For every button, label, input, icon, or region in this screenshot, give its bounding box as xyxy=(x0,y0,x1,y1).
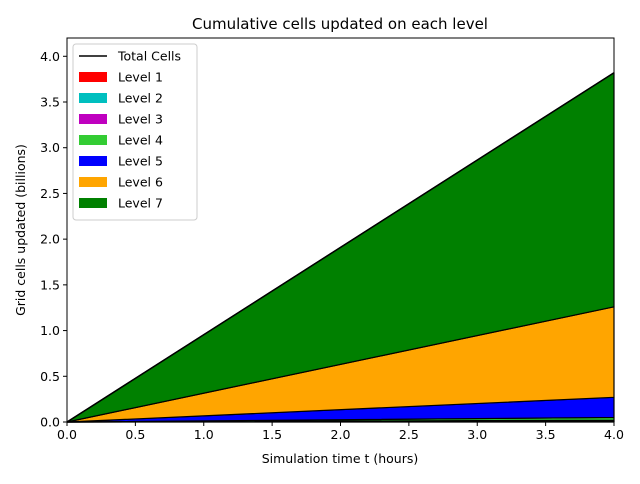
legend-label-level-2: Level 2 xyxy=(118,91,163,106)
x-tick-label: 0.0 xyxy=(57,427,77,442)
y-tick-label: 0.0 xyxy=(40,415,60,430)
legend-label-level-5: Level 5 xyxy=(118,154,163,169)
x-tick-label: 4.0 xyxy=(604,427,624,442)
y-axis-label: Grid cells updated (billions) xyxy=(13,144,28,316)
y-tick-label: 1.5 xyxy=(40,277,60,292)
x-tick-label: 1.0 xyxy=(194,427,214,442)
legend-label-level-6: Level 6 xyxy=(118,175,163,190)
x-tick-label: 3.5 xyxy=(536,427,556,442)
y-tick-label: 0.5 xyxy=(40,369,60,384)
y-tick-label: 3.0 xyxy=(40,140,60,155)
legend-label-level-7: Level 7 xyxy=(118,196,163,211)
x-tick-label: 2.5 xyxy=(399,427,419,442)
chart-title: Cumulative cells updated on each level xyxy=(192,15,488,33)
legend-swatch-level-2 xyxy=(79,93,107,103)
legend: Total Cells Level 1 Level 2 Level 3 Level 4 L… xyxy=(73,44,197,220)
y-tick-label: 2.5 xyxy=(40,186,60,201)
x-tick-label: 3.0 xyxy=(467,427,487,442)
y-tick-label: 3.5 xyxy=(40,95,60,110)
legend-swatch-level-4 xyxy=(79,135,107,145)
x-tick-label: 0.5 xyxy=(125,427,145,442)
legend-swatch-level-1 xyxy=(79,72,107,82)
y-tick-label: 2.0 xyxy=(40,232,60,247)
legend-label-level-3: Level 3 xyxy=(118,112,163,127)
y-tick-label: 4.0 xyxy=(40,49,60,64)
legend-swatch-level-5 xyxy=(79,156,107,166)
y-tick-label: 1.0 xyxy=(40,323,60,338)
x-tick-label: 1.5 xyxy=(262,427,282,442)
legend-swatch-level-3 xyxy=(79,114,107,124)
x-tick-label: 2.0 xyxy=(331,427,351,442)
legend-label-total-cells: Total Cells xyxy=(117,49,181,64)
legend-swatch-level-7 xyxy=(79,198,107,208)
legend-label-level-1: Level 1 xyxy=(118,70,163,85)
legend-swatch-level-6 xyxy=(79,177,107,187)
legend-label-level-4: Level 4 xyxy=(118,133,163,148)
x-axis-label: Simulation time t (hours) xyxy=(262,451,419,466)
